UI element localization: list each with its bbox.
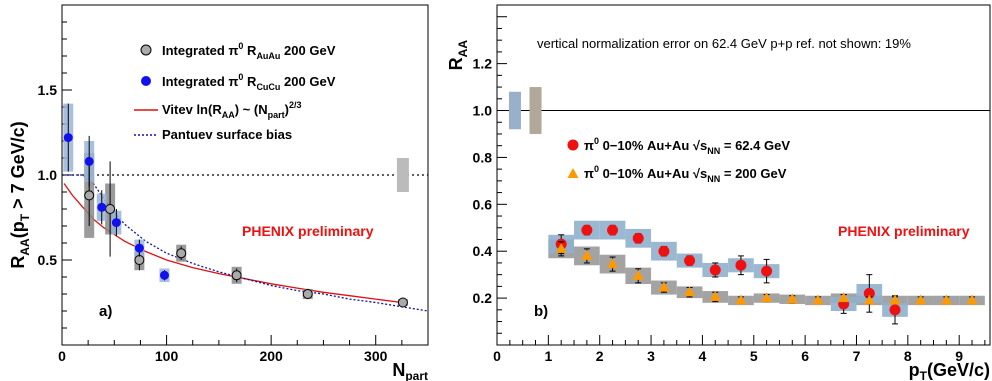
point-200gev bbox=[684, 286, 696, 297]
x-tick-label: 5 bbox=[750, 348, 758, 364]
y-tick-label: 1.2 bbox=[473, 56, 493, 72]
point-200gev bbox=[632, 269, 644, 280]
point-62gev bbox=[658, 245, 670, 257]
auau-point bbox=[84, 190, 95, 201]
cucu-point bbox=[159, 270, 169, 280]
x-axis-label: pT(GeV/c) bbox=[909, 360, 990, 381]
point-200gev bbox=[581, 249, 593, 260]
legend-auau-marker bbox=[140, 44, 152, 56]
cucu-point bbox=[97, 202, 107, 212]
x-tick-label: 9 bbox=[955, 348, 963, 364]
y-tick-label: 0.5 bbox=[38, 252, 58, 268]
y-axis-label: RAA bbox=[446, 40, 470, 71]
point-200gev bbox=[607, 258, 619, 269]
y-tick-label: 0.2 bbox=[473, 290, 493, 306]
auau-point bbox=[302, 289, 313, 299]
panel-b-frame bbox=[496, 4, 991, 346]
cucu-point bbox=[134, 243, 144, 253]
x-tick-label: 0 bbox=[493, 348, 501, 364]
point-62gev bbox=[863, 287, 875, 299]
point-62gev bbox=[581, 224, 593, 236]
y-tick-label: 0.4 bbox=[473, 243, 493, 259]
legend-cucu-label: Integrated π0 RCuCu 200 GeV bbox=[162, 72, 336, 92]
x-tick-label: 0 bbox=[58, 348, 66, 364]
point-200gev bbox=[915, 294, 927, 305]
auau-point bbox=[231, 270, 242, 281]
legend-auau-label: Integrated π0 RAuAu 200 GeV bbox=[162, 41, 336, 61]
legend-62gev-marker bbox=[567, 139, 579, 151]
legend-200gev-label: π0 0−10% Au+Au √sNN = 200 GeV bbox=[584, 164, 787, 184]
auau-point bbox=[134, 255, 145, 265]
phenix-preliminary-b: PHENIX preliminary bbox=[838, 223, 970, 239]
y-tick-label: 1.0 bbox=[38, 167, 58, 183]
point-200gev bbox=[555, 242, 567, 253]
x-tick-label: 4 bbox=[699, 348, 707, 364]
x-tick-label: 2 bbox=[596, 348, 604, 364]
point-200gev bbox=[889, 294, 901, 305]
point-62gev bbox=[889, 304, 901, 316]
panel-a-legend: Integrated π0 RAuAu 200 GeV Integrated π0… bbox=[134, 41, 336, 142]
point-200gev bbox=[940, 294, 952, 305]
point-200gev bbox=[761, 292, 773, 303]
auau-point bbox=[105, 204, 116, 214]
cucu-point bbox=[111, 218, 121, 228]
point-62gev bbox=[632, 232, 644, 244]
panel-b-label: b) bbox=[534, 303, 548, 320]
point-200gev bbox=[966, 294, 978, 305]
y-tick-label: 1.0 bbox=[473, 103, 493, 119]
panel-b-legend: π0 0−10% Au+Au √sNN = 62.4 GeV π0 0−10% A… bbox=[567, 136, 790, 184]
point-200gev bbox=[658, 281, 670, 292]
x-tick-label: 7 bbox=[853, 348, 861, 364]
auau-point bbox=[176, 248, 187, 259]
normalization-box bbox=[396, 158, 409, 192]
normalization-note: vertical normalization error on 62.4 GeV… bbox=[537, 36, 911, 51]
y-axis-label: RAA(pT > 7 GeV/c) bbox=[8, 121, 32, 268]
legend-62gev-label: π0 0−10% Au+Au √sNN = 62.4 GeV bbox=[584, 136, 790, 156]
point-62gev bbox=[684, 255, 696, 267]
legend-vitev-label: Vitev ln(RAA) ~ (Npart)2/3 bbox=[162, 100, 301, 120]
point-200gev bbox=[863, 294, 875, 305]
x-axis-label: Npart bbox=[392, 360, 428, 381]
pantuev-curve bbox=[64, 174, 429, 312]
x-tick-label: 6 bbox=[801, 348, 809, 364]
point-62gev bbox=[761, 265, 773, 277]
y-axis-label-group: RAA(pT > 7 GeV/c) bbox=[8, 121, 32, 268]
panel-a: 0 100 200 300 0.5 1.0 1.5 Npart RAA(pT > 7 GeV/c… bbox=[8, 4, 429, 381]
point-200gev bbox=[786, 293, 798, 304]
x-tick-label: 100 bbox=[155, 348, 179, 364]
x-tick-label: 8 bbox=[904, 348, 912, 364]
legend-pantuev-label: Pantuev surface bias bbox=[162, 127, 292, 142]
point-200gev bbox=[735, 294, 747, 305]
x-tick-label: 200 bbox=[259, 348, 283, 364]
phenix-preliminary-a: PHENIX preliminary bbox=[242, 223, 374, 239]
legend-cucu-marker bbox=[141, 76, 151, 86]
cucu-point bbox=[63, 133, 73, 143]
panel-a-label: a) bbox=[99, 303, 112, 320]
auau-point bbox=[397, 297, 408, 308]
y-tick-label: 1.5 bbox=[38, 82, 58, 98]
point-200gev bbox=[838, 292, 850, 303]
x-tick-label: 3 bbox=[647, 348, 655, 364]
cucu-point bbox=[84, 156, 94, 166]
y-tick-label: 0.8 bbox=[473, 149, 493, 165]
point-200gev bbox=[709, 290, 721, 301]
x-tick-label: 1 bbox=[544, 348, 552, 364]
point-62gev bbox=[607, 224, 619, 236]
normalization-box bbox=[508, 91, 521, 130]
point-200gev bbox=[812, 294, 824, 305]
normalization-box bbox=[529, 87, 542, 134]
point-62gev bbox=[709, 264, 721, 276]
point-62gev bbox=[735, 259, 747, 271]
y-tick-label: 0.6 bbox=[473, 196, 493, 212]
x-tick-label: 300 bbox=[364, 348, 388, 364]
legend-200gev-marker bbox=[567, 168, 579, 178]
y-axis-label-group: RAA bbox=[446, 40, 470, 71]
panel-b: 0 1 2 3 4 5 6 7 8 9 0.2 0.4 0.6 0.8 1.0 1.2 pT(GeV/c) RAA… bbox=[446, 4, 991, 381]
